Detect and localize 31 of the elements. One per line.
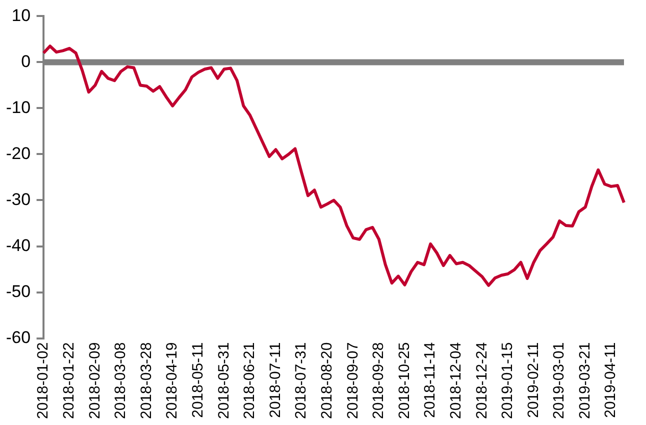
- x-tick-label: 2018-05-31: [215, 342, 232, 420]
- x-tick-label: 2019-04-11: [602, 342, 620, 418]
- y-tick-label: -40: [6, 236, 31, 255]
- x-tick-label: 2018-09-07: [344, 342, 362, 420]
- x-tick-label: 2018-02-09: [86, 342, 104, 420]
- x-tick-label: 2019-02-11: [524, 342, 542, 418]
- y-tick-label: -60: [6, 328, 31, 347]
- x-tick-label: 2018-01-02: [34, 342, 52, 420]
- x-tick-label: 2019-03-01: [550, 342, 568, 420]
- x-tick-label: 2018-03-08: [112, 342, 130, 420]
- y-tick-label: -10: [6, 98, 31, 117]
- y-tick-label: -20: [6, 144, 31, 163]
- x-tick-label: 2018-11-14: [422, 342, 439, 418]
- y-tick-label: 0: [21, 52, 31, 71]
- x-tick-label: 2018-08-20: [318, 342, 336, 420]
- y-tick-label: 10: [12, 6, 31, 25]
- y-tick-label: -30: [6, 190, 31, 209]
- x-tick-label: 2018-05-11: [189, 342, 206, 418]
- x-tick-label: 2018-01-22: [60, 342, 78, 420]
- x-tick-label: 2018-09-28: [370, 342, 388, 420]
- x-tick-label: 2019-01-15: [499, 342, 516, 420]
- x-tick-label: 2019-03-21: [576, 342, 594, 420]
- x-tick-label: 2018-03-28: [138, 342, 155, 420]
- x-tick-label: 2018-10-25: [396, 342, 413, 420]
- y-tick-label: -50: [6, 282, 31, 301]
- x-tick-label: 2018-12-24: [473, 342, 490, 420]
- x-tick-label: 2018-07-11: [266, 342, 284, 418]
- x-tick-label: 2018-12-04: [447, 342, 464, 420]
- x-tick-label: 2018-04-19: [164, 342, 181, 420]
- x-tick-label: 2018-06-21: [241, 342, 258, 420]
- x-tick-label: 2018-07-31: [292, 342, 310, 420]
